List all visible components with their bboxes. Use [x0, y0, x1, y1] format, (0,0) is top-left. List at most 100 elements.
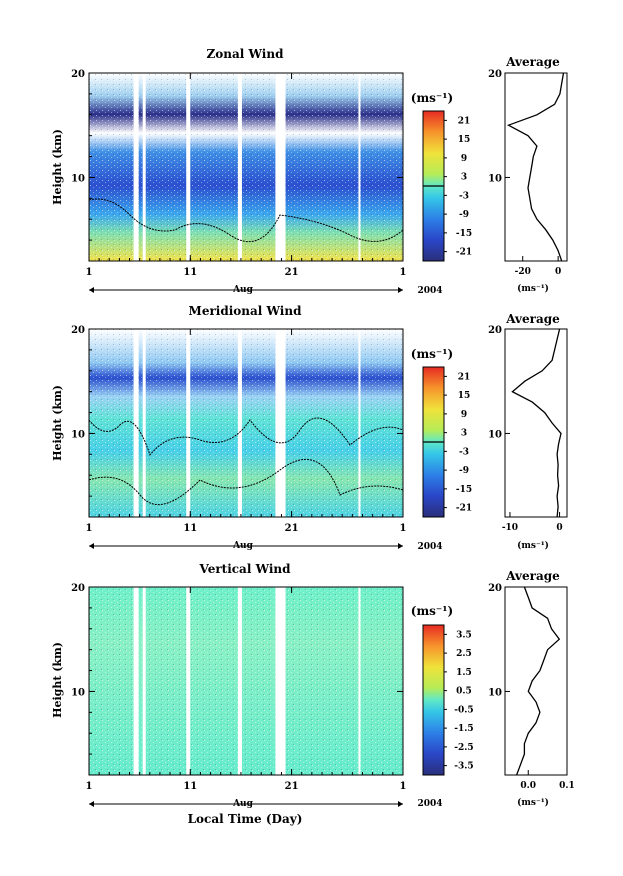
colorbar: 3.5 2.5 1.5 0.5 -0.5 -1.5 -2.5 -3.5: [422, 624, 474, 776]
month-arrow-left: [89, 543, 94, 549]
profile-line: [506, 72, 565, 262]
colorbar-tick-label: 21: [458, 372, 471, 382]
colorbar-tick-label: 0.5: [456, 687, 472, 697]
zero-contour: [88, 459, 404, 505]
profile-xlabel: (ms⁻¹): [517, 540, 549, 551]
colorbar-unit: (ms⁻¹): [411, 91, 453, 105]
profile-frame: [504, 328, 568, 518]
colorbar-unit: (ms⁻¹): [411, 347, 453, 361]
colorbar-tick-label: 3.5: [456, 630, 472, 640]
colorbar-tick-label: -3.5: [454, 762, 473, 772]
profile-y-tick-label: 10: [488, 429, 502, 440]
plot-frame: [88, 586, 404, 776]
profile-frame: [504, 586, 568, 776]
y-axis: 10 20: [71, 69, 403, 262]
y-tick-label: 10: [71, 173, 85, 184]
colorbar-tick-label: 9: [461, 154, 467, 164]
month-arrow-right: [398, 543, 403, 549]
profile-line: [515, 586, 561, 776]
y-tick-label: 10: [71, 429, 85, 440]
year-label: 2004: [417, 542, 442, 552]
profile-y-tick-label: 20: [488, 69, 502, 80]
heatmap-texture: [89, 587, 403, 775]
data-gap: [275, 73, 286, 261]
data-gap: [186, 73, 191, 261]
data-gaps: [133, 329, 361, 517]
data-gap: [133, 587, 139, 775]
colorbar-tick-label: -21: [456, 248, 472, 258]
x-tick-label: 11: [183, 267, 197, 278]
profile-y-tick-label: 20: [488, 325, 502, 336]
data-gap: [358, 73, 361, 261]
colorbar: 21 15 9 3 -3 -9 -15 -21: [422, 110, 472, 262]
x-tick-label: 11: [183, 523, 197, 534]
data-gaps: [133, 587, 361, 775]
x-tick-label: 1: [400, 523, 407, 534]
chart-title: Meridional Wind: [189, 304, 303, 318]
profile-y-tick-label: 20: [488, 583, 502, 594]
x-tick-label: 11: [183, 781, 197, 792]
colorbar-tick-label: 21: [458, 116, 471, 126]
y-axis-label: Height (km): [51, 129, 64, 205]
y-axis-label: Height (km): [51, 385, 64, 461]
month-arrow-right: [398, 801, 403, 807]
colorbar-tick-label: -21: [456, 504, 472, 514]
colorbar-tick-label: 2.5: [456, 649, 472, 659]
data-gap: [237, 329, 242, 517]
profile-x-tick-label: -20: [515, 267, 531, 277]
colorbar-tick-label: 15: [458, 391, 471, 401]
profile-xlabel: (ms⁻¹): [517, 797, 549, 808]
data-gap: [133, 329, 139, 517]
data-gap: [142, 73, 146, 261]
profile-x-tick-label: -10: [502, 523, 518, 533]
y-tick-label: 10: [71, 687, 85, 698]
average-profile: 10 20 -20 0: [488, 69, 568, 277]
colorbar-tick-label: -15: [456, 485, 472, 495]
profile-y-tick-label: 10: [488, 173, 502, 184]
data-gap: [186, 329, 191, 517]
y-tick-label: 20: [71, 69, 85, 80]
profile-title: Average: [505, 312, 560, 326]
year-label: 2004: [417, 799, 442, 809]
profile-x-tick-label: 0: [556, 523, 562, 533]
zero-contour: [88, 417, 404, 457]
profile-y-tick-label: 10: [488, 687, 502, 698]
x-tick-label: 1: [86, 267, 93, 278]
colorbar-tick-label: 15: [458, 135, 471, 145]
profile-frame: [504, 72, 568, 262]
profile-line: [511, 328, 562, 518]
colorbar-tick-label: -15: [456, 229, 472, 239]
y-tick-label: 20: [71, 325, 85, 336]
x-tick-label: 1: [86, 523, 93, 534]
colorbar-tick-label: -9: [459, 210, 469, 220]
profile-title: Average: [505, 55, 560, 69]
profile-title: Average: [505, 569, 560, 583]
month-arrow-left: [89, 287, 94, 293]
data-gap: [237, 73, 242, 261]
colorbar-tick-label: 3: [461, 429, 467, 439]
plot-frame: [88, 328, 404, 518]
profile-x-tick-label: 0.0: [520, 781, 536, 791]
x-tick-label: 21: [285, 523, 299, 534]
data-gap: [275, 587, 286, 775]
month-label: Aug: [232, 541, 254, 551]
bottom-axis-label: Local Time (Day): [188, 812, 303, 826]
x-tick-label: 1: [86, 781, 93, 792]
zero-contour: [88, 198, 404, 243]
month-label: Aug: [232, 285, 254, 295]
colorbar-tick-label: 1.5: [456, 668, 472, 678]
y-tick-label: 20: [71, 583, 85, 594]
month-arrow-left: [89, 801, 94, 807]
colorbar-tick-label: -3: [459, 447, 469, 457]
heatmap-texture: [89, 329, 403, 517]
month-arrow-right: [398, 287, 403, 293]
x-tick-label: 21: [285, 267, 299, 278]
month-label: Aug: [232, 799, 254, 809]
chart-title: Zonal Wind: [207, 47, 285, 61]
profile-x-tick-label: 0: [555, 267, 561, 277]
colorbar: 21 15 9 3 -3 -9 -15 -21: [422, 366, 472, 518]
